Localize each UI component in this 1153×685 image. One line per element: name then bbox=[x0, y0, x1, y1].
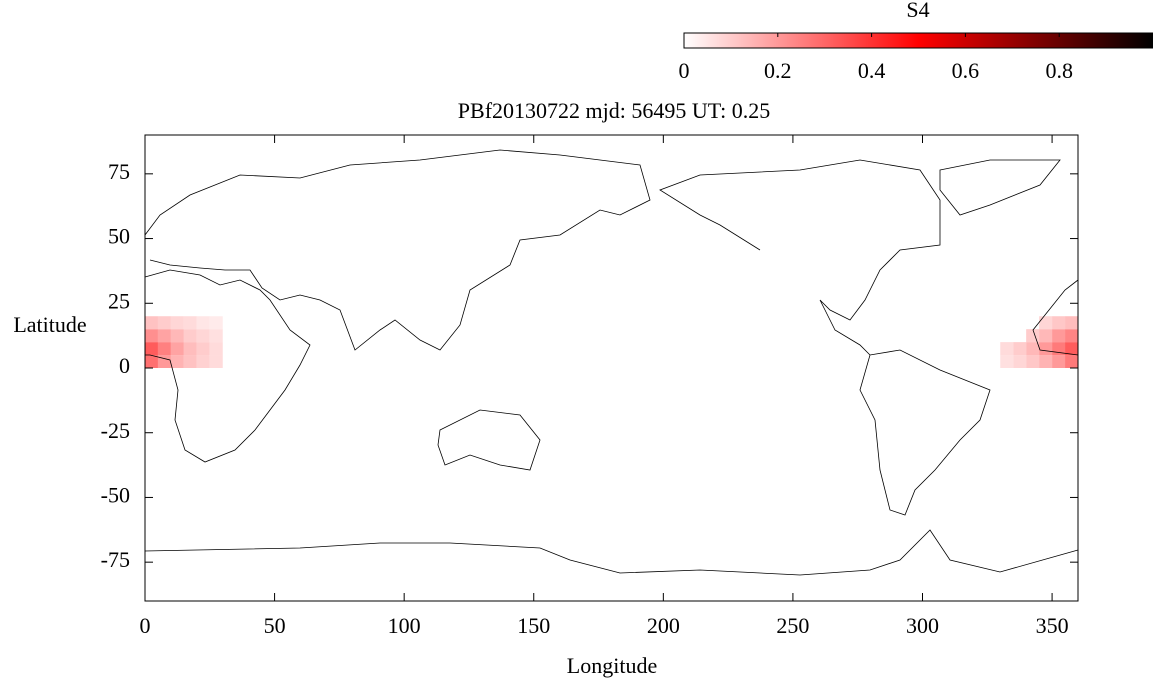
x-tick-label: 200 bbox=[647, 613, 680, 638]
heat-cell bbox=[157, 316, 171, 330]
coastlines bbox=[144, 149, 1079, 576]
heat-cell bbox=[1065, 316, 1078, 330]
heat-cell bbox=[1065, 342, 1078, 356]
heat-cell bbox=[1000, 342, 1014, 356]
y-tick-label: 75 bbox=[108, 159, 130, 184]
heat-cell bbox=[183, 342, 197, 356]
coastline bbox=[144, 529, 1079, 576]
heat-cell bbox=[170, 342, 184, 356]
colorbar bbox=[683, 32, 1153, 49]
heat-cell bbox=[1039, 342, 1053, 356]
y-tick-label: 50 bbox=[108, 224, 130, 249]
coastline bbox=[144, 269, 311, 463]
heat-cell bbox=[1052, 355, 1066, 368]
heat-cell bbox=[170, 329, 184, 343]
heat-cell bbox=[209, 355, 223, 368]
colorbar-tick-label: 0.2 bbox=[764, 58, 792, 83]
heat-cell bbox=[1065, 329, 1078, 343]
heat-cell bbox=[196, 342, 210, 356]
heat-cell bbox=[209, 342, 223, 356]
y-tick-label: -75 bbox=[101, 547, 130, 572]
coastline bbox=[659, 159, 991, 516]
chart-title: PBf20130722 mjd: 56495 UT: 0.25 bbox=[458, 98, 770, 123]
heat-cell bbox=[196, 355, 210, 368]
coastline bbox=[939, 159, 1061, 216]
heat-cell bbox=[170, 316, 184, 330]
heat-cell bbox=[1039, 316, 1053, 330]
heat-cell bbox=[170, 355, 184, 368]
x-tick-label: 300 bbox=[906, 613, 939, 638]
x-tick-label: 150 bbox=[517, 613, 550, 638]
y-tick-label: 25 bbox=[108, 288, 130, 313]
heat-cell bbox=[1052, 329, 1066, 343]
heat-cell bbox=[1000, 355, 1014, 368]
coastline bbox=[144, 149, 651, 351]
heat-cell bbox=[145, 355, 158, 368]
colorbar-title: S4 bbox=[906, 0, 929, 22]
heat-cell bbox=[1026, 329, 1040, 343]
coastline bbox=[1032, 279, 1079, 356]
heat-cell bbox=[209, 316, 223, 330]
heat-cell bbox=[183, 316, 197, 330]
x-tick-label: 250 bbox=[776, 613, 809, 638]
heat-cell bbox=[1013, 342, 1027, 356]
heat-cell bbox=[157, 355, 171, 368]
heat-layer bbox=[145, 316, 1078, 368]
x-tick-label: 100 bbox=[388, 613, 421, 638]
heat-cell bbox=[209, 329, 223, 343]
heat-cell bbox=[1013, 355, 1027, 368]
heat-cell bbox=[1026, 355, 1040, 368]
heat-cell bbox=[1026, 342, 1040, 356]
colorbar-tick-label: 0.8 bbox=[1045, 58, 1073, 83]
heat-cell bbox=[1039, 329, 1053, 343]
heat-cell bbox=[1052, 316, 1066, 330]
plot-frame bbox=[144, 134, 1079, 602]
y-tick-label: -25 bbox=[101, 418, 130, 443]
heat-cell bbox=[183, 355, 197, 368]
heat-cell bbox=[196, 329, 210, 343]
heat-cell bbox=[145, 329, 158, 343]
heat-cell bbox=[145, 342, 158, 356]
heat-cell bbox=[145, 316, 158, 330]
heat-cell bbox=[157, 329, 171, 343]
y-tick-label: 0 bbox=[119, 353, 130, 378]
x-tick-label: 50 bbox=[264, 613, 286, 638]
heat-cell bbox=[157, 342, 171, 356]
heat-cell bbox=[1065, 355, 1078, 368]
colorbar-tick-label: 0.4 bbox=[858, 58, 886, 83]
colorbar-tick-label: 0.6 bbox=[952, 58, 980, 83]
x-axis-label: Longitude bbox=[567, 653, 657, 678]
y-tick-label: -50 bbox=[101, 482, 130, 507]
x-tick-label: 350 bbox=[1036, 613, 1069, 638]
heat-cell bbox=[1039, 355, 1053, 368]
heat-cell bbox=[196, 316, 210, 330]
coastline bbox=[437, 409, 541, 471]
heat-cell bbox=[183, 329, 197, 343]
colorbar-tick-label: 0 bbox=[679, 58, 690, 83]
x-tick-label: 0 bbox=[140, 613, 151, 638]
y-axis-label: Latitude bbox=[13, 312, 86, 337]
